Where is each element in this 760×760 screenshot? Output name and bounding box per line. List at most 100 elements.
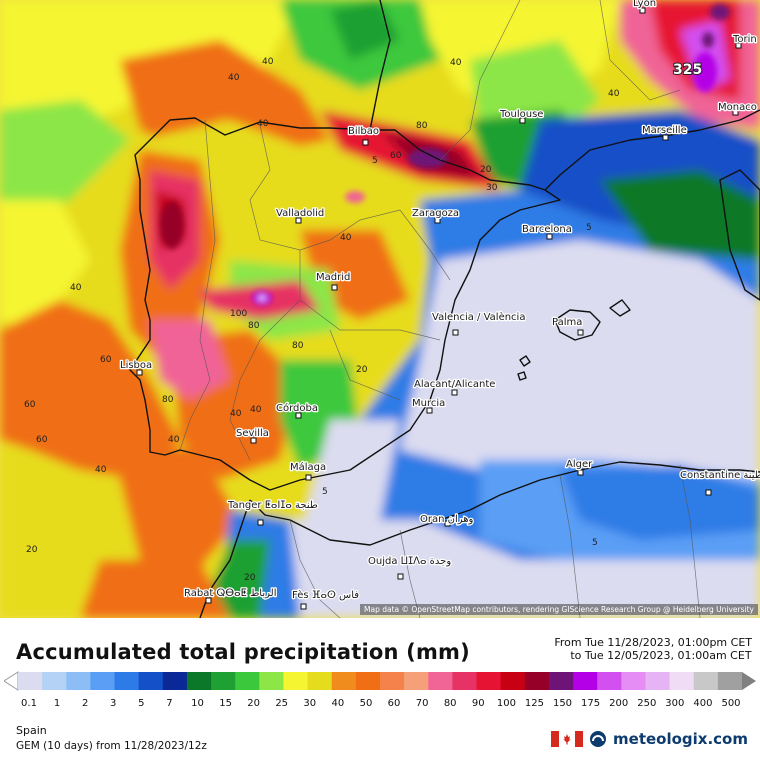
contour-label: 40 — [168, 435, 180, 445]
contour-label: 40 — [340, 233, 352, 243]
color-scale-tick-label: 40 — [331, 698, 345, 709]
color-scale-tick-label: 125 — [524, 698, 544, 709]
legend-title: Accumulated total precipitation (mm) — [16, 640, 470, 664]
contour-label: 80 — [248, 321, 260, 331]
color-scale-tick-label: 5 — [138, 698, 145, 709]
contour-label: 5 — [322, 487, 328, 497]
contour-label: 40 — [228, 73, 240, 83]
color-scale-tick-label: 300 — [665, 698, 685, 709]
contour-label: 20 — [480, 165, 492, 175]
city-label-lyon: Lyon — [633, 0, 656, 9]
peak-value-label: 325 — [673, 62, 702, 78]
contour-label: 40 — [257, 119, 269, 129]
color-scale-swatch — [42, 672, 67, 690]
contour-label: 40 — [70, 283, 82, 293]
map-attribution: Map data © OpenStreetMap contributors, r… — [360, 604, 758, 615]
color-scale-swatch — [331, 672, 357, 690]
color-scale-swatch — [259, 672, 284, 690]
color-scale-swatch — [597, 672, 622, 690]
color-scale-tick-label: 175 — [581, 698, 601, 709]
contour-label: 40 — [230, 409, 242, 419]
color-scale-swatch — [380, 672, 405, 690]
contour-label: 80 — [416, 121, 428, 131]
city-label-monaco: Monaco — [718, 102, 757, 113]
region-label: Spain — [16, 724, 47, 737]
color-scale-swatch — [355, 672, 381, 690]
city-label-malaga: Málaga — [290, 461, 326, 473]
color-scale-tick-label: 250 — [637, 698, 657, 709]
city-label-oran: Oran وهران — [420, 514, 474, 525]
color-scale-tick-label: 200 — [609, 698, 629, 709]
color-scale-tick-label: 90 — [471, 698, 485, 709]
canada-flag-icon — [551, 731, 584, 747]
color-scale-swatch — [500, 672, 526, 690]
contour-label: 20 — [244, 573, 256, 583]
contour-label: 80 — [162, 395, 174, 405]
city-label-constantine: Constantine قسنطينة — [680, 470, 760, 481]
color-scale-tick-label: 0.1 — [21, 698, 37, 709]
contour-label: 60 — [390, 151, 402, 161]
color-scale-swatch — [235, 672, 260, 690]
color-scale-swatch — [476, 672, 502, 690]
color-scale-ticks: 0.1 1 2 3 5 7 10 15 20 25 30 40 50 60 70 80 90 100 125 150 1… — [0, 698, 760, 712]
contour-label: 40 — [450, 58, 462, 68]
contour-label: 5 — [372, 156, 378, 166]
color-scale-swatch — [138, 672, 164, 690]
color-scale-tick-label: 2 — [82, 698, 89, 709]
color-scale-swatch — [452, 672, 478, 690]
color-scale-swatch — [573, 672, 598, 690]
color-scale-swatch — [90, 672, 116, 690]
color-scale-tick-label: 15 — [219, 698, 232, 709]
city-label-rabat: Rabat ⵕⴱⴰⵟ الرباط — [184, 588, 276, 599]
color-scale-tick-label: 1 — [53, 698, 61, 709]
city-label-madrid: Madrid — [316, 272, 350, 283]
color-scale-swatch — [548, 672, 574, 690]
color-scale-tick-label: 80 — [443, 698, 457, 709]
model-run-label: GEM (10 days) from 11/28/2023/12z — [16, 740, 207, 752]
color-scale-tick-label: 500 — [721, 698, 741, 709]
color-scale-swatch — [621, 672, 646, 690]
city-label-palma: Palma — [552, 317, 582, 328]
contour-label: 40 — [608, 89, 620, 99]
color-scale-swatch — [404, 672, 429, 690]
contour-labels: 40 40 40 40 40 40 40 40 40 40 60 60 60 8… — [24, 57, 620, 583]
contour-label: 100 — [230, 309, 247, 319]
color-scale-tick-label: 100 — [496, 698, 516, 709]
color-scale-swatch — [66, 672, 91, 690]
precipitation-map[interactable]: 40 40 40 40 40 40 40 40 40 40 60 60 60 8… — [0, 0, 760, 618]
color-scale-tick-label: 10 — [191, 698, 204, 709]
contour-label: 30 — [486, 183, 498, 193]
city-label-murcia: Murcia — [412, 398, 445, 409]
contour-label: 60 — [36, 435, 48, 445]
contour-label: 5 — [586, 223, 592, 233]
legend-footer: Accumulated total precipitation (mm) Fro… — [0, 618, 760, 760]
coastlines — [129, 0, 760, 618]
color-scale-swatch — [162, 672, 188, 690]
color-scale-swatch — [645, 672, 671, 690]
city-label-lisboa: Lisboa — [120, 360, 152, 371]
city-label-fes: Fès ⴼⴰⵙ فاس — [292, 589, 359, 601]
color-scale-swatch — [114, 672, 140, 690]
contour-label: 60 — [24, 400, 36, 410]
color-scale-arrow-high — [742, 672, 756, 690]
color-scale-tick-label: 25 — [275, 698, 289, 709]
color-scale-swatch — [186, 672, 212, 690]
city-label-cordoba: Córdoba — [276, 402, 318, 414]
precip-field — [0, 0, 760, 618]
city-label-barcelona: Barcelona — [522, 224, 572, 235]
color-scale-tick-label: 50 — [359, 698, 373, 709]
color-scale-swatch — [524, 672, 550, 690]
contour-label: 40 — [95, 465, 107, 475]
city-label-zaragoza: Zaragoza — [412, 208, 459, 219]
contour-label: 40 — [250, 405, 262, 415]
brand-block[interactable]: meteologix.com — [551, 730, 748, 748]
color-scale-tick-label: 20 — [247, 698, 260, 709]
color-scale-tick-label: 70 — [415, 698, 429, 709]
color-scale-tick-label: 400 — [693, 698, 713, 709]
time-range-to: to Tue 12/05/2023, 01:00am CET — [570, 649, 752, 662]
city-label-bilbao: Bilbao — [348, 126, 379, 137]
color-scale-swatch — [211, 672, 236, 690]
time-range: From Tue 11/28/2023, 01:00pm CET to Tue … — [554, 636, 752, 662]
contour-label: 80 — [292, 341, 304, 351]
color-scale-swatch — [283, 672, 309, 690]
